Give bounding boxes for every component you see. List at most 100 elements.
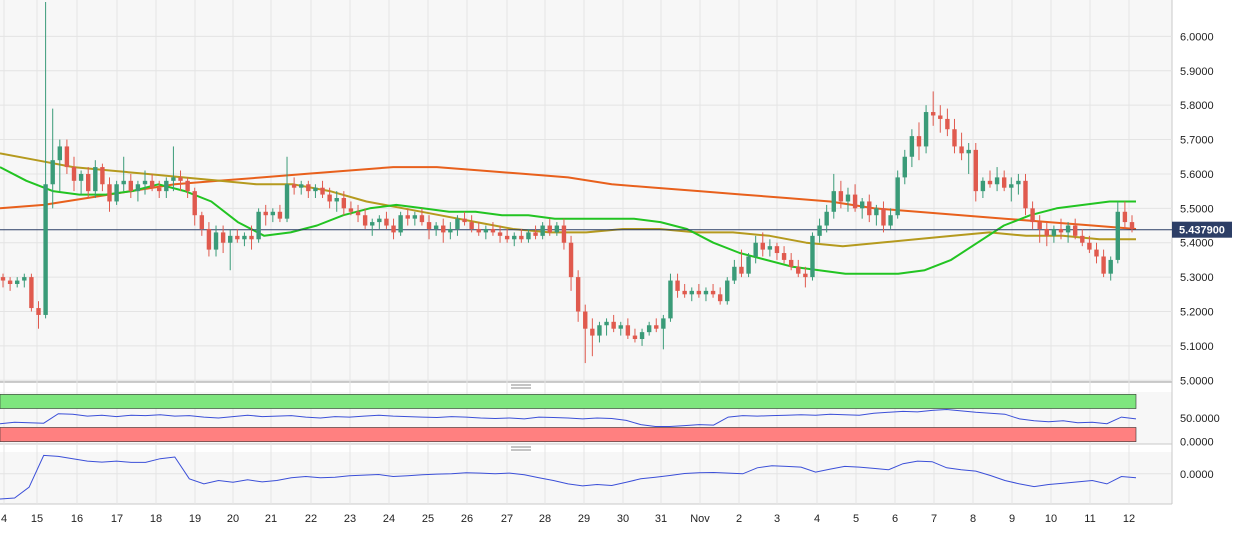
- candle-body: [554, 225, 560, 233]
- candle-body: [703, 290, 709, 295]
- candle-body: [235, 235, 240, 240]
- candle-body: [930, 112, 936, 116]
- candle-body: [313, 187, 318, 192]
- candle-body: [540, 225, 545, 236]
- candle-body: [526, 232, 531, 240]
- x-tick-label: 2: [736, 513, 742, 525]
- candle-body: [1037, 222, 1042, 229]
- zone-layer: [0, 394, 1137, 442]
- oscillator-1-line: [0, 408, 1137, 427]
- candle-body: [817, 225, 822, 236]
- candle-body: [355, 211, 361, 216]
- overbought-zone: [0, 394, 1137, 409]
- y-tick-label: 5.3000: [1180, 272, 1214, 284]
- candle-body: [1044, 228, 1049, 236]
- x-tick-label: 22: [305, 513, 317, 525]
- candle-body: [419, 215, 425, 223]
- candle-body: [696, 290, 702, 295]
- candle-body: [441, 225, 446, 233]
- grid-layer: [0, 0, 1172, 504]
- candle-body: [426, 222, 432, 229]
- candle-body: [1023, 180, 1028, 209]
- candle-body: [945, 118, 950, 130]
- candle-body: [881, 208, 886, 226]
- candle-body: [199, 215, 205, 229]
- candle-body: [64, 146, 70, 168]
- panel-resize-handle-1[interactable]: [511, 384, 531, 389]
- candle-body: [796, 266, 801, 274]
- candle-body: [959, 146, 964, 154]
- candle-body: [916, 136, 922, 147]
- candle-body: [923, 112, 929, 147]
- candle-body: [618, 325, 623, 329]
- y-tick-label: 5.0000: [1180, 375, 1214, 387]
- candle-body: [987, 180, 993, 185]
- candle-body: [192, 191, 197, 216]
- candle-body: [178, 177, 183, 181]
- candle-body: [149, 180, 155, 188]
- candle-body: [71, 167, 77, 181]
- candle-body: [1001, 177, 1007, 188]
- moving-average-line-2: [0, 152, 1136, 248]
- candle-body: [107, 184, 112, 202]
- candle-body: [476, 228, 481, 233]
- x-tick-label: 4: [1, 513, 7, 525]
- osc1-y-tick-label: 0.0000: [1180, 437, 1214, 449]
- candle-body: [1122, 211, 1128, 223]
- candle-body: [263, 211, 268, 216]
- candle-body: [405, 215, 410, 219]
- candle-body: [1016, 180, 1021, 185]
- candle-body: [753, 242, 758, 257]
- candle-body: [1101, 256, 1106, 274]
- candle-body: [824, 211, 829, 226]
- candle-body: [128, 180, 134, 192]
- candle-body: [682, 290, 687, 295]
- candle-body: [1072, 225, 1078, 236]
- panel-resize-handle-2[interactable]: [511, 446, 531, 451]
- candle-body: [142, 180, 148, 185]
- candle-body: [583, 311, 588, 329]
- candle-body: [859, 201, 865, 209]
- x-tick-label: 27: [501, 513, 513, 525]
- candle-body: [78, 173, 84, 181]
- candle-body: [277, 211, 283, 219]
- candle-body: [206, 228, 212, 250]
- candle-body: [590, 328, 595, 336]
- candle-body: [22, 277, 27, 281]
- candle-body: [7, 280, 13, 284]
- x-tick-label: 25: [422, 513, 434, 525]
- osc2-y-tick-label: 0.0000: [1180, 469, 1214, 481]
- candle-body: [952, 129, 957, 147]
- candle-body: [547, 225, 552, 233]
- candle-body: [980, 180, 986, 192]
- y-tick-label: 5.6000: [1180, 169, 1214, 181]
- x-tick-label: 11: [1084, 513, 1095, 525]
- candle-body: [157, 187, 162, 192]
- candle-body: [810, 235, 815, 278]
- y-tick-label: 5.5000: [1180, 203, 1214, 215]
- candle-body: [717, 294, 723, 302]
- candle-body: [341, 198, 347, 209]
- candle-body: [348, 208, 354, 212]
- x-tick-label: 3: [774, 513, 780, 525]
- candle-body: [781, 253, 787, 260]
- x-tick-label: 31: [655, 513, 667, 525]
- candle-body: [1108, 259, 1113, 274]
- candle-body: [249, 235, 254, 240]
- candle-body: [575, 277, 581, 312]
- x-tick-label: 7: [931, 513, 937, 525]
- candle-body: [86, 173, 91, 192]
- x-tick-label: 23: [344, 513, 356, 525]
- candle-body: [433, 225, 439, 229]
- candle-body: [36, 308, 41, 315]
- candle-body: [320, 187, 325, 195]
- candle-body: [0, 277, 6, 281]
- x-tick-label: 21: [265, 513, 277, 525]
- candle-body: [746, 256, 751, 274]
- candle-body: [93, 167, 98, 192]
- candle-body: [519, 235, 524, 240]
- candle-body: [597, 325, 602, 336]
- candle-body: [512, 235, 517, 240]
- candle-body: [483, 228, 489, 233]
